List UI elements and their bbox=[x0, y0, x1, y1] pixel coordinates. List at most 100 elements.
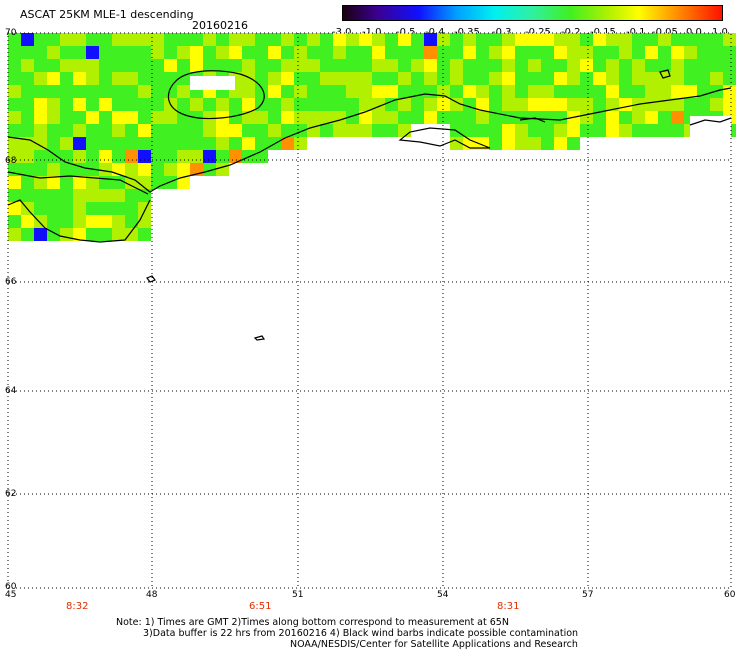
wind-cell bbox=[164, 46, 177, 59]
wind-cell bbox=[125, 111, 138, 124]
wind-cell bbox=[112, 72, 125, 85]
colorbar-label: -3.0 bbox=[332, 27, 352, 38]
wind-cell bbox=[632, 111, 645, 124]
wind-cell bbox=[138, 59, 151, 72]
wind-cell bbox=[229, 124, 242, 137]
wind-cell bbox=[73, 137, 86, 150]
wind-cell bbox=[216, 150, 229, 163]
wind-cell bbox=[567, 137, 580, 150]
wind-cell bbox=[619, 72, 632, 85]
wind-cell bbox=[658, 124, 671, 137]
wind-cell bbox=[138, 189, 151, 202]
wind-cell bbox=[606, 33, 619, 46]
wind-cell bbox=[21, 163, 34, 176]
wind-cell bbox=[541, 72, 554, 85]
lat-label: 60 bbox=[5, 582, 17, 592]
wind-cell bbox=[34, 33, 47, 46]
map-title: ASCAT 25KM MLE-1 descending bbox=[20, 8, 194, 21]
wind-cell bbox=[307, 46, 320, 59]
wind-cell bbox=[606, 98, 619, 111]
wind-cell bbox=[294, 124, 307, 137]
wind-cell bbox=[112, 85, 125, 98]
pass-time: 8:32 bbox=[66, 601, 89, 612]
wind-cell bbox=[21, 111, 34, 124]
wind-cell bbox=[320, 33, 333, 46]
colorbar-label: -0.5 bbox=[396, 27, 416, 38]
wind-cell bbox=[424, 59, 437, 72]
wind-cell bbox=[723, 33, 736, 46]
wind-cell bbox=[73, 189, 86, 202]
wind-cell bbox=[671, 72, 684, 85]
wind-cell bbox=[164, 176, 177, 189]
wind-cell bbox=[164, 137, 177, 150]
wind-cell bbox=[463, 59, 476, 72]
wind-cell bbox=[463, 137, 476, 150]
wind-cell bbox=[567, 46, 580, 59]
wind-cell bbox=[528, 46, 541, 59]
wind-cell bbox=[346, 46, 359, 59]
wind-cell bbox=[489, 124, 502, 137]
wind-cell bbox=[528, 124, 541, 137]
wind-cell bbox=[385, 124, 398, 137]
wind-cell bbox=[242, 98, 255, 111]
wind-cell bbox=[723, 59, 736, 72]
wind-cell bbox=[164, 150, 177, 163]
wind-cell bbox=[281, 46, 294, 59]
wind-cell bbox=[515, 59, 528, 72]
wind-cell bbox=[359, 98, 372, 111]
wind-cell bbox=[710, 59, 723, 72]
wind-cell bbox=[21, 98, 34, 111]
wind-cell bbox=[346, 33, 359, 46]
wind-cell bbox=[47, 176, 60, 189]
wind-cell bbox=[528, 59, 541, 72]
wind-cell bbox=[645, 124, 658, 137]
wind-cell bbox=[437, 33, 450, 46]
wind-cell bbox=[177, 72, 190, 85]
wind-cell bbox=[125, 59, 138, 72]
wind-cell bbox=[372, 85, 385, 98]
wind-cell bbox=[255, 137, 268, 150]
wind-cell bbox=[593, 85, 606, 98]
wind-cell bbox=[190, 59, 203, 72]
wind-cell bbox=[60, 137, 73, 150]
wind-cell bbox=[359, 85, 372, 98]
lon-label: 54 bbox=[437, 590, 449, 600]
wind-cell bbox=[372, 111, 385, 124]
wind-cell bbox=[125, 98, 138, 111]
wind-cell bbox=[658, 46, 671, 59]
colorbar-label: -0.3 bbox=[492, 27, 512, 38]
wind-cell bbox=[554, 111, 567, 124]
wind-cell bbox=[684, 72, 697, 85]
wind-cell bbox=[398, 98, 411, 111]
wind-cell bbox=[541, 98, 554, 111]
wind-cell bbox=[242, 72, 255, 85]
wind-cell bbox=[34, 124, 47, 137]
wind-cell bbox=[138, 137, 151, 150]
wind-cell bbox=[502, 33, 515, 46]
wind-cell bbox=[398, 33, 411, 46]
wind-cell bbox=[242, 85, 255, 98]
wind-cell bbox=[307, 124, 320, 137]
wind-cell bbox=[125, 163, 138, 176]
wind-cell bbox=[60, 98, 73, 111]
wind-cell bbox=[177, 111, 190, 124]
wind-cell bbox=[476, 46, 489, 59]
wind-cell bbox=[528, 137, 541, 150]
wind-cell bbox=[450, 85, 463, 98]
wind-cell bbox=[606, 111, 619, 124]
colorbar-label: 0.0 bbox=[686, 27, 702, 38]
wind-cell bbox=[697, 72, 710, 85]
wind-cell bbox=[190, 98, 203, 111]
wind-cell bbox=[593, 98, 606, 111]
lat-label: 66 bbox=[5, 277, 17, 287]
wind-cell bbox=[138, 215, 151, 228]
wind-cell bbox=[554, 137, 567, 150]
wind-cell bbox=[333, 46, 346, 59]
wind-cell bbox=[112, 46, 125, 59]
wind-cell bbox=[645, 59, 658, 72]
wind-cell bbox=[60, 33, 73, 46]
wind-cell bbox=[411, 98, 424, 111]
wind-cell bbox=[645, 111, 658, 124]
wind-cell bbox=[684, 98, 697, 111]
